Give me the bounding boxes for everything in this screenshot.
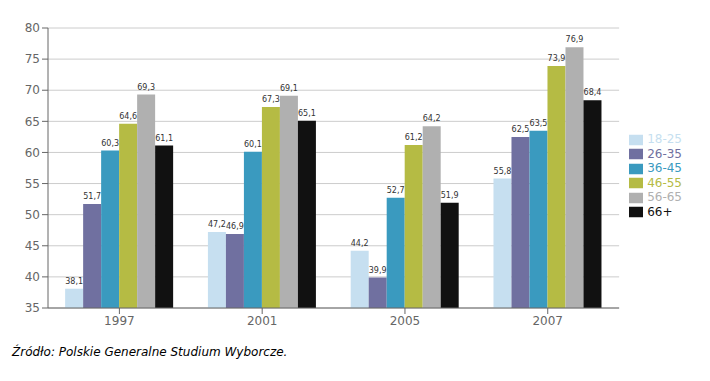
svg-text:51,7: 51,7 — [83, 192, 101, 201]
svg-text:63,5: 63,5 — [530, 119, 548, 128]
svg-text:1997: 1997 — [104, 314, 135, 328]
svg-text:55: 55 — [25, 177, 40, 191]
svg-text:76,9: 76,9 — [566, 35, 584, 44]
svg-text:65: 65 — [25, 115, 40, 129]
svg-text:44,2: 44,2 — [351, 239, 369, 248]
svg-text:62,5: 62,5 — [512, 125, 530, 134]
svg-text:52,7: 52,7 — [387, 186, 405, 195]
svg-text:2001: 2001 — [247, 314, 278, 328]
svg-text:40: 40 — [25, 270, 40, 284]
svg-text:55,8: 55,8 — [494, 167, 512, 176]
svg-text:65,1: 65,1 — [298, 109, 316, 118]
svg-text:67,3: 67,3 — [262, 95, 280, 104]
svg-text:69,3: 69,3 — [137, 83, 155, 92]
svg-text:45: 45 — [25, 239, 40, 253]
svg-text:60,1: 60,1 — [244, 140, 262, 149]
svg-text:60,3: 60,3 — [101, 139, 119, 148]
svg-text:2005: 2005 — [390, 314, 421, 328]
svg-text:69,1: 69,1 — [280, 84, 298, 93]
svg-text:2007: 2007 — [532, 314, 563, 328]
svg-text:50: 50 — [25, 208, 40, 222]
svg-text:46,9: 46,9 — [226, 222, 244, 231]
svg-text:39,9: 39,9 — [369, 266, 387, 275]
html-text:26-35: 26-35 — [647, 146, 682, 161]
svg-text:68,4: 68,4 — [584, 88, 602, 97]
svg-text:64,2: 64,2 — [423, 114, 441, 123]
svg-text:61,1: 61,1 — [155, 134, 173, 143]
svg-text:64,6: 64,6 — [119, 112, 137, 121]
html-text:46-55: 46-55 — [647, 175, 682, 190]
svg-text:73,9: 73,9 — [548, 54, 566, 63]
html-text:56-65: 56-65 — [647, 190, 682, 204]
svg-text:35: 35 — [25, 301, 40, 315]
html-text:36-45: 36-45 — [647, 161, 682, 175]
html-text:18-25: 18-25 — [647, 132, 682, 146]
svg-text:75: 75 — [25, 52, 40, 66]
html-text:66+: 66+ — [647, 204, 673, 219]
svg-text:60: 60 — [25, 146, 40, 160]
svg-text:70: 70 — [25, 83, 40, 97]
svg-text:47,2: 47,2 — [208, 220, 226, 229]
html-text:Źródło: Polskie Generalne Stud: Źródło: Polskie Generalne Studium Wyborc… — [12, 345, 288, 359]
svg-text:61,2: 61,2 — [405, 133, 423, 142]
svg-text:80: 80 — [25, 21, 40, 35]
svg-text:38,1: 38,1 — [65, 277, 83, 286]
svg-text:51,9: 51,9 — [441, 191, 459, 200]
